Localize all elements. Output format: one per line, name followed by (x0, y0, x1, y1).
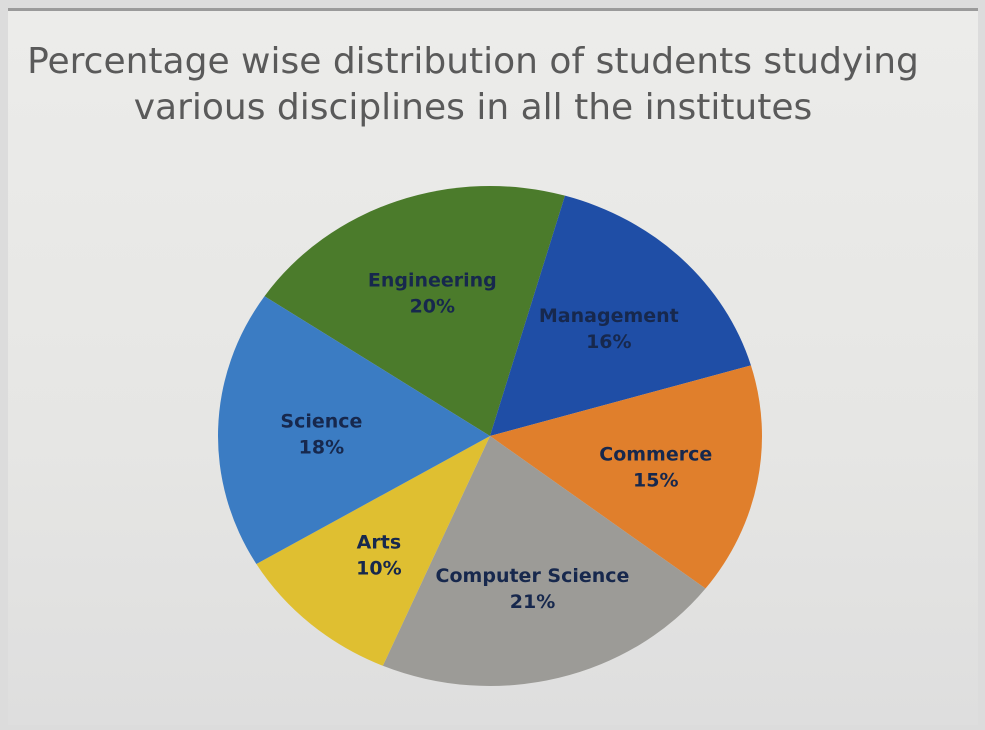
value-label: 20% (410, 295, 455, 317)
slice-label: Science 18% (280, 411, 362, 459)
pie-slice (490, 195, 751, 436)
chart-title: Percentage wise distribution of students… (27, 41, 919, 128)
pie-slice (490, 365, 762, 589)
value-label: 16% (586, 331, 631, 353)
slice-label: Commerce 15% (599, 444, 712, 492)
category-label: Science (280, 411, 362, 433)
slice-label: Arts 10% (356, 532, 401, 580)
category-label: Arts (357, 532, 401, 554)
category-label: Commerce (599, 444, 712, 466)
value-label: 15% (633, 470, 678, 492)
slice-label: Management 16% (539, 305, 679, 353)
value-label: 21% (510, 591, 555, 613)
pie-slice (217, 296, 490, 565)
category-label: Management (539, 305, 679, 327)
slice-label: Engineering 20% (368, 269, 497, 317)
value-label: 10% (356, 558, 401, 580)
category-label: Engineering (368, 269, 497, 291)
slice-label: Computer Science 21% (436, 565, 630, 613)
pie-slice (382, 436, 706, 686)
pie-slice (264, 185, 565, 436)
category-label: Computer Science (436, 565, 630, 587)
value-label: 18% (299, 437, 344, 459)
pie-slice (256, 436, 490, 666)
